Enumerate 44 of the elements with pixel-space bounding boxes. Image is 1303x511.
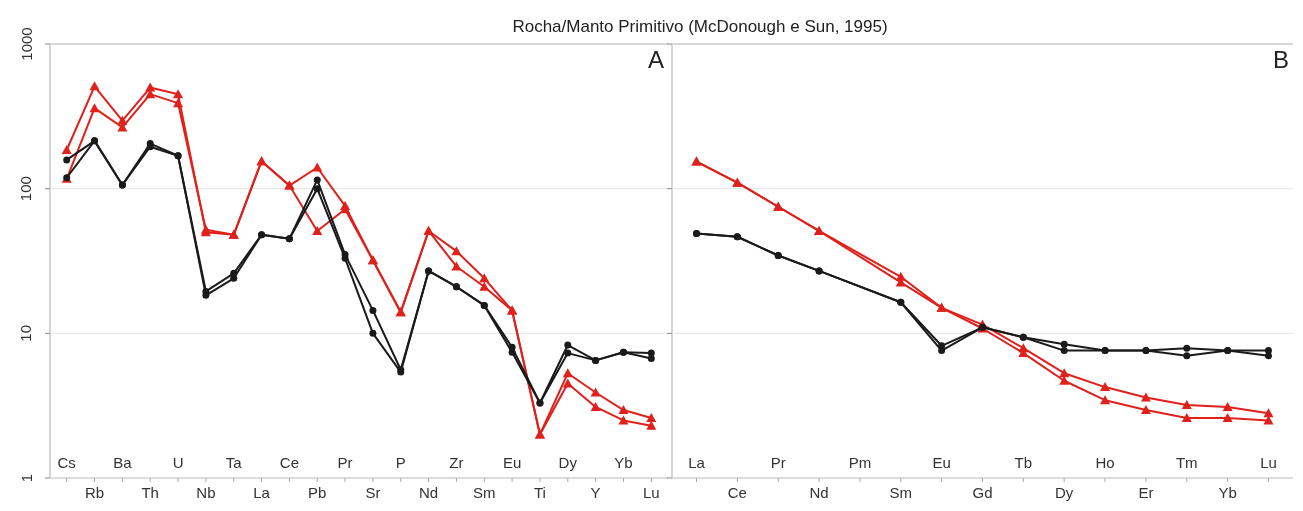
- x-tick-label: Lu: [1260, 454, 1277, 471]
- x-tick-label: P: [395, 454, 406, 471]
- x-tick-label: Sr: [365, 484, 381, 501]
- x-tick-label: La: [688, 454, 706, 471]
- annotation: B: [1272, 46, 1289, 73]
- x-tick-label: La: [253, 484, 271, 501]
- x-tick-label: Sm: [473, 484, 496, 501]
- x-tick-label: Pb: [308, 484, 327, 501]
- x-tick-label: Y: [590, 484, 601, 501]
- y-tick-label: 100: [17, 176, 35, 202]
- x-tick-label: Dy: [1055, 484, 1074, 501]
- x-tick-label: Eu: [502, 454, 522, 471]
- x-tick-label: Ce: [727, 484, 747, 501]
- x-tick-label: Ti: [533, 484, 546, 501]
- x-tick-label: Pm: [848, 454, 872, 471]
- x-tick-label: Yb: [614, 454, 633, 471]
- x-tick-label: Nb: [196, 484, 216, 501]
- x-tick-label: Lu: [642, 484, 660, 501]
- x-tick-label: Tb: [1014, 454, 1033, 471]
- x-tick-label: Ho: [1095, 454, 1115, 471]
- y-tick-label: 1000: [17, 27, 35, 61]
- y-tick-label: 10: [17, 324, 35, 342]
- x-tick-label: Cs: [57, 454, 76, 471]
- x-tick-label: U: [172, 454, 184, 471]
- x-tick-label: Rb: [84, 484, 105, 501]
- x-tick-label: Ce: [279, 454, 299, 471]
- x-tick-label: Nd: [809, 484, 829, 501]
- x-tick-label: Dy: [558, 454, 578, 471]
- chart-title: Rocha/Manto Primitivo (McDonough e Sun, 1995): [512, 17, 888, 36]
- x-tick-label: Er: [1138, 484, 1154, 501]
- x-tick-label: Tm: [1175, 454, 1198, 471]
- x-tick-label: Yb: [1218, 484, 1237, 501]
- annotation: A: [647, 46, 664, 73]
- x-tick-label: Eu: [932, 454, 951, 471]
- x-tick-label: Pr: [337, 454, 353, 471]
- x-tick-label: Gd: [972, 484, 993, 501]
- x-tick-label: Sm: [889, 484, 913, 501]
- x-tick-label: Zr: [449, 454, 464, 471]
- x-tick-label: Nd: [419, 484, 439, 501]
- x-tick-label: Ta: [225, 454, 243, 471]
- y-tick-label: 1: [17, 473, 35, 483]
- x-tick-label: Ba: [113, 454, 133, 471]
- x-tick-label: Th: [141, 484, 159, 501]
- x-tick-label: Pr: [770, 454, 786, 471]
